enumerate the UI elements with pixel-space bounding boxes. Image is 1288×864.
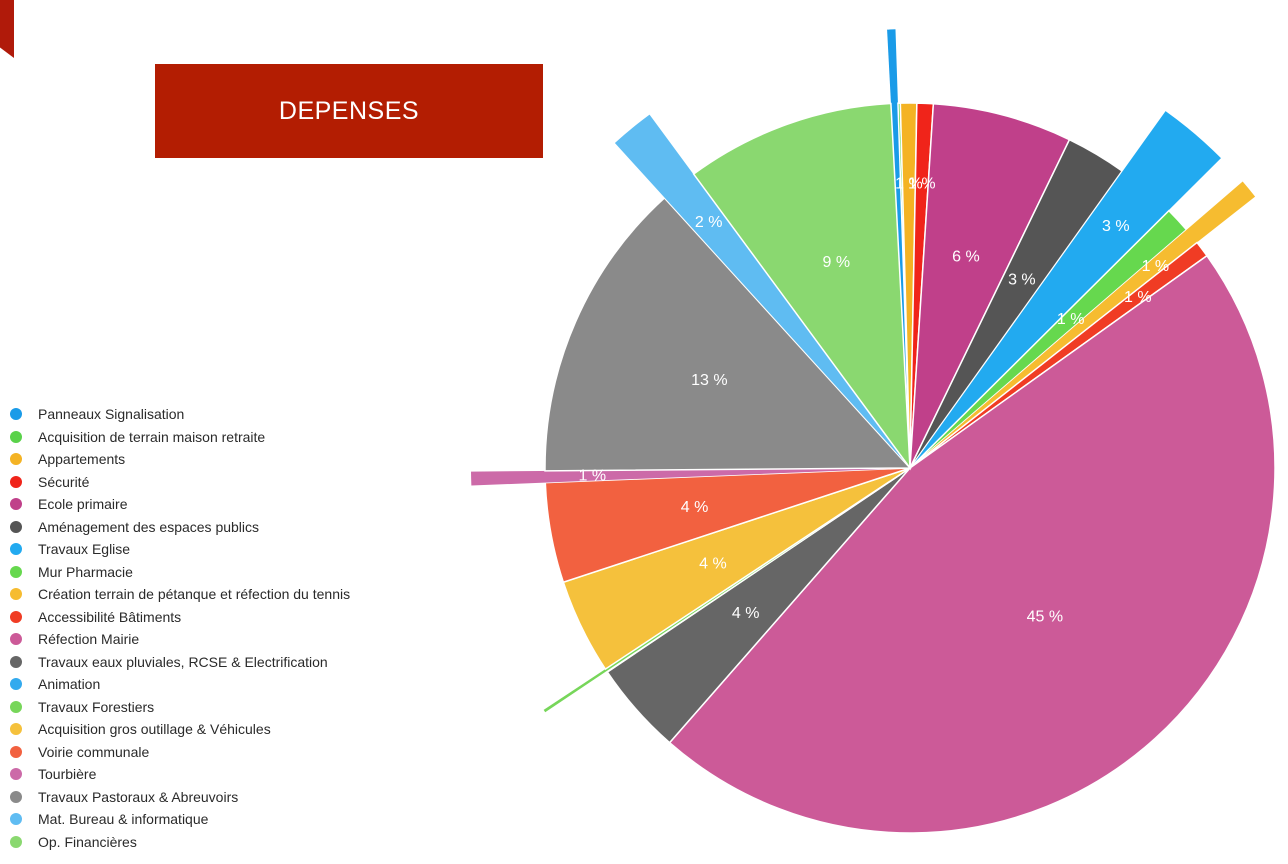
legend-label: Réfection Mairie <box>38 631 140 648</box>
pie-slice-16 <box>544 467 911 584</box>
legend-swatch <box>10 655 22 668</box>
pie-slice-label-4: 1 % <box>908 176 936 193</box>
pie-slice-label-20: 9 % <box>822 254 850 271</box>
legend-item: Acquisition de terrain maison retraite <box>10 426 350 449</box>
legend-item: Accessibilité Bâtiments <box>10 606 350 629</box>
pie-slice-5 <box>909 102 1071 469</box>
chart-title-box: DEPENSES <box>155 64 543 158</box>
legend-item: Aménagement des espaces publics <box>10 516 350 539</box>
pie-slice-6 <box>909 138 1124 469</box>
legend-item: Mat. Bureau & informatique <box>10 808 350 831</box>
pie-slice-20 <box>692 102 911 471</box>
pie-slice-label-7: 3 % <box>1102 218 1130 235</box>
legend-label: Aménagement des espaces publics <box>38 518 260 535</box>
chart-legend: Panneaux Signalisation Acquisition de ter… <box>10 403 350 853</box>
legend-swatch <box>10 588 22 601</box>
legend-label: Accessibilité Bâtiments <box>38 608 182 625</box>
pie-slice-13 <box>605 467 911 674</box>
pie-slice-label-11: 45 % <box>1027 609 1063 626</box>
legend-item: Tourbière <box>10 763 350 786</box>
pie-slice-9 <box>914 181 1256 465</box>
legend-swatch <box>10 610 22 623</box>
pie-slice-label-5: 6 % <box>952 248 980 265</box>
legend-label: Mur Pharmacie <box>38 563 133 580</box>
legend-label: Op. Financières <box>38 833 137 850</box>
pie-slice-label-18: 13 % <box>691 372 727 389</box>
legend-item: Travaux Forestiers <box>10 696 350 719</box>
legend-label: Travaux Pastoraux & Abreuvoirs <box>38 788 239 805</box>
legend-label: Appartements <box>38 451 126 468</box>
legend-label: Voirie communale <box>38 743 150 760</box>
legend-swatch <box>10 498 22 511</box>
legend-swatch <box>10 408 22 421</box>
legend-swatch <box>10 678 22 691</box>
legend-label: Panneaux Signalisation <box>38 406 185 423</box>
pie-slice-label-19: 2 % <box>695 214 723 231</box>
legend-label: Acquisition de terrain maison retraite <box>38 428 266 445</box>
pie-slice-label-8: 1 % <box>1057 311 1085 328</box>
legend-label: Travaux Eglise <box>38 541 131 558</box>
legend-item: Animation <box>10 673 350 696</box>
legend-swatch <box>10 520 22 533</box>
legend-label: Acquisition gros outillage & Véhicules <box>38 721 271 738</box>
legend-item: Appartements <box>10 448 350 471</box>
legend-swatch <box>10 745 22 758</box>
pie-slice-label-10: 1 % <box>1124 289 1152 306</box>
legend-label: Sécurité <box>38 473 90 490</box>
legend-item: Ecole primaire <box>10 493 350 516</box>
legend-item: Panneaux Signalisation <box>10 403 350 426</box>
pie-slices <box>471 29 1276 834</box>
legend-swatch <box>10 813 22 826</box>
legend-label: Travaux Forestiers <box>38 698 155 715</box>
legend-item: Voirie communale <box>10 741 350 764</box>
legend-swatch <box>10 723 22 736</box>
legend-label: Tourbière <box>38 766 97 783</box>
legend-label: Travaux eaux pluviales, RCSE & Electrifi… <box>38 653 328 670</box>
legend-item: Travaux Eglise <box>10 538 350 561</box>
legend-item: Op. Financières <box>10 831 350 854</box>
legend-item: Sécurité <box>10 471 350 494</box>
legend-swatch <box>10 835 22 848</box>
legend-item: Réfection Mairie <box>10 628 350 651</box>
pie-slice-19 <box>614 114 907 464</box>
legend-swatch <box>10 543 22 556</box>
pie-slice-label-9: 1 % <box>1142 258 1170 275</box>
legend-label: Création terrain de pétanque et réfectio… <box>38 586 351 603</box>
legend-label: Animation <box>38 676 101 693</box>
legend-swatch <box>10 565 22 578</box>
pie-slice-17 <box>471 468 905 486</box>
legend-swatch <box>10 700 22 713</box>
pie-slice-label-3: 1 % <box>895 175 923 192</box>
legend-item: Mur Pharmacie <box>10 561 350 584</box>
pie-slice-11 <box>668 254 1276 834</box>
corner-tab <box>0 0 14 58</box>
legend-swatch <box>10 633 22 646</box>
legend-swatch <box>10 768 22 781</box>
pie-slice-label-12: 4 % <box>732 605 760 622</box>
chart-title: DEPENSES <box>278 96 420 125</box>
legend-item: Travaux eaux pluviales, RCSE & Electrifi… <box>10 651 350 674</box>
pie-slice-18 <box>544 196 912 472</box>
legend-swatch <box>10 790 22 803</box>
legend-item: Création terrain de pétanque et réfectio… <box>10 583 350 606</box>
pie-slice-label-17: 1 % <box>579 468 607 485</box>
legend-label: Ecole primaire <box>38 496 128 513</box>
legend-swatch <box>10 430 22 443</box>
legend-item: Acquisition gros outillage & Véhicules <box>10 718 350 741</box>
pie-slice-label-6: 3 % <box>1008 272 1036 289</box>
legend-label: Mat. Bureau & informatique <box>38 811 209 828</box>
pie-slice-8 <box>909 209 1188 469</box>
legend-swatch <box>10 475 22 488</box>
legend-item: Travaux Pastoraux & Abreuvoirs <box>10 786 350 809</box>
pie-slice-label-15: 4 % <box>699 555 727 572</box>
pie-slice-label-16: 4 % <box>681 499 709 516</box>
legend-swatch <box>10 453 22 466</box>
pie-slice-labels: 1 %1 %6 %3 %3 %1 %1 %1 %45 %4 %4 %4 %1 %… <box>579 175 1170 625</box>
pie-slice-7 <box>913 111 1221 464</box>
